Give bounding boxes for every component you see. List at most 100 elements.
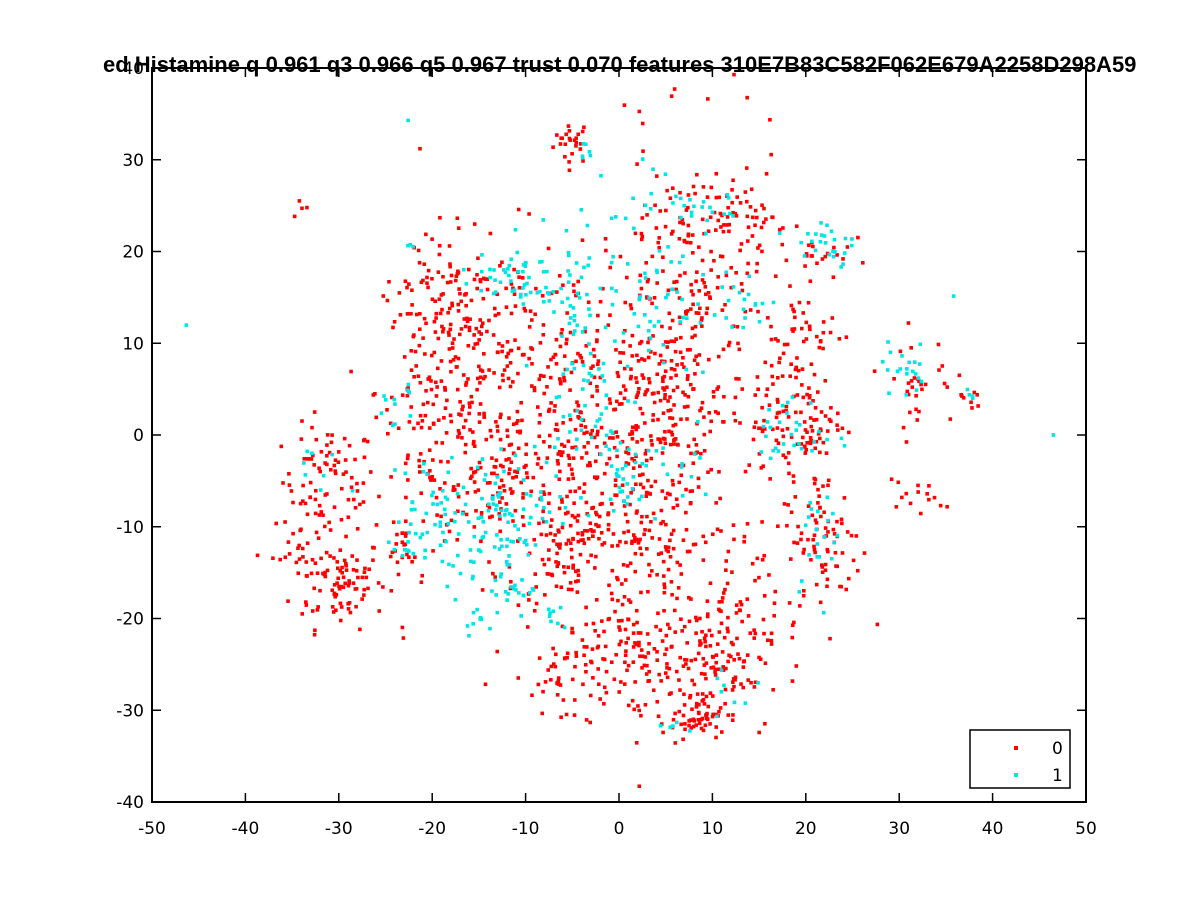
data-point <box>559 286 563 291</box>
data-point <box>504 305 509 309</box>
data-point <box>702 702 707 706</box>
data-point <box>705 195 710 199</box>
data-point <box>716 275 720 279</box>
data-point <box>792 620 796 625</box>
data-point <box>639 231 644 236</box>
data-point <box>350 488 355 493</box>
data-point <box>458 291 462 296</box>
data-point <box>694 279 698 284</box>
data-point <box>495 493 500 497</box>
data-point <box>582 490 586 494</box>
data-point <box>527 521 532 526</box>
data-point <box>446 521 451 526</box>
data-point <box>513 227 518 232</box>
data-point <box>680 462 684 466</box>
y-tick-label: 30 <box>122 151 144 171</box>
data-point <box>480 496 484 501</box>
data-point <box>811 398 815 403</box>
data-point <box>677 296 682 300</box>
data-point <box>701 272 705 277</box>
data-point <box>768 425 773 430</box>
data-point <box>693 657 698 662</box>
data-point <box>566 477 571 481</box>
data-point <box>644 494 649 499</box>
data-point <box>674 194 678 199</box>
data-point <box>806 537 810 542</box>
data-point <box>340 565 344 570</box>
data-point <box>502 268 506 272</box>
data-point <box>816 487 820 492</box>
data-point <box>731 178 735 183</box>
data-point <box>552 445 557 450</box>
data-point <box>809 558 813 562</box>
data-point <box>562 570 567 575</box>
data-point <box>951 294 956 298</box>
data-point <box>622 504 627 508</box>
data-point <box>679 572 684 576</box>
data-point <box>634 454 638 459</box>
data-point <box>386 540 391 545</box>
data-point <box>775 397 780 402</box>
data-points <box>184 72 1056 789</box>
data-point <box>625 564 630 568</box>
data-point <box>311 453 315 458</box>
data-point <box>425 530 430 535</box>
data-point <box>918 342 923 347</box>
data-point <box>786 461 791 466</box>
data-point <box>586 559 590 564</box>
data-point <box>540 293 545 298</box>
data-point <box>481 296 486 301</box>
data-point <box>650 301 654 306</box>
data-point <box>346 607 351 611</box>
data-point <box>586 463 590 468</box>
data-point <box>598 286 603 291</box>
data-point <box>516 467 521 471</box>
data-point <box>371 545 375 550</box>
data-point <box>538 341 543 345</box>
data-point <box>594 522 598 527</box>
data-point <box>476 256 480 261</box>
data-point <box>655 699 660 704</box>
data-point <box>513 508 518 513</box>
data-point <box>684 316 689 321</box>
data-point <box>478 318 483 322</box>
data-point <box>813 477 818 482</box>
data-point <box>493 278 497 282</box>
data-point <box>422 316 427 321</box>
data-point <box>908 501 913 506</box>
data-point <box>553 352 557 357</box>
data-point <box>750 215 755 220</box>
data-point <box>699 451 703 456</box>
data-point <box>682 703 687 707</box>
data-point <box>364 575 369 580</box>
data-point <box>726 549 731 554</box>
data-point <box>371 393 376 397</box>
data-point <box>671 423 676 428</box>
data-point <box>530 587 535 591</box>
data-point <box>559 715 563 719</box>
data-point <box>678 563 682 567</box>
data-point <box>509 585 513 589</box>
data-point <box>449 369 453 374</box>
data-point <box>346 583 351 588</box>
data-point <box>700 278 705 282</box>
data-point <box>694 311 699 315</box>
data-point <box>620 439 625 444</box>
data-point <box>479 511 484 515</box>
data-point <box>781 434 786 439</box>
data-point <box>314 437 319 442</box>
data-point <box>716 411 720 416</box>
data-point <box>542 440 546 444</box>
data-point <box>562 444 567 449</box>
data-point <box>498 415 503 420</box>
data-point <box>716 667 721 672</box>
data-point <box>598 299 603 304</box>
data-point <box>673 608 677 613</box>
data-point <box>671 388 676 393</box>
data-point <box>729 640 734 645</box>
data-point <box>776 375 780 380</box>
data-point <box>640 654 645 659</box>
data-point <box>406 453 410 458</box>
data-point <box>355 489 360 493</box>
data-point <box>648 319 652 324</box>
